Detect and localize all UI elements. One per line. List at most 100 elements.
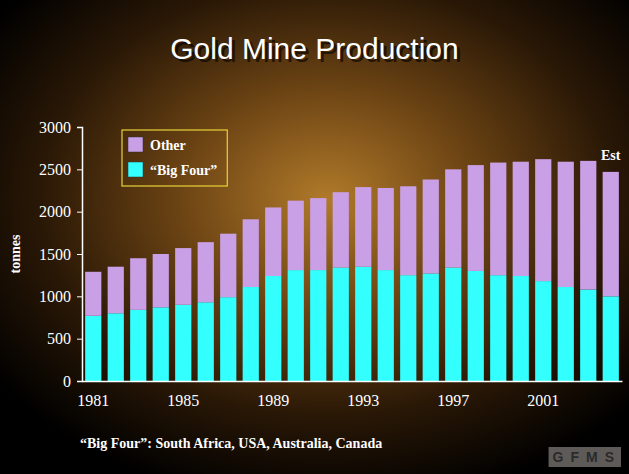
bar	[468, 271, 484, 381]
legend-label: Other	[150, 138, 186, 153]
source-logo-text: GFMS	[553, 449, 621, 465]
bar	[310, 198, 326, 270]
bar	[355, 267, 371, 381]
bar	[423, 179, 439, 273]
x-tick-label: 1989	[257, 392, 289, 409]
y-axis-line	[77, 128, 83, 382]
source-logo-box	[549, 447, 621, 467]
y-tick-mark	[77, 212, 82, 213]
x-tick-label: 2001	[527, 392, 559, 409]
x-tick: 1981	[77, 381, 109, 409]
bar	[490, 163, 506, 276]
y-tick-label: 2000	[39, 203, 71, 220]
bar	[175, 305, 191, 381]
bar	[108, 313, 124, 381]
y-tick-mark	[77, 381, 82, 382]
x-tick: 1997	[437, 381, 469, 409]
bar	[468, 165, 484, 271]
legend-box	[122, 130, 227, 186]
y-tick: 3000	[39, 119, 82, 136]
bar	[355, 187, 371, 267]
bar	[153, 307, 169, 381]
bar	[85, 316, 101, 381]
y-tick-mark	[77, 127, 82, 128]
y-tick-label: 500	[47, 330, 71, 347]
y-tick-mark	[77, 339, 82, 340]
y-tick: 2500	[39, 161, 82, 178]
y-tick: 1500	[39, 246, 82, 263]
x-tick-label: 1997	[437, 392, 469, 409]
legend-label: “Big Four”	[150, 163, 217, 178]
bar	[423, 273, 439, 381]
bar	[220, 297, 236, 381]
bar	[535, 159, 551, 281]
bar	[153, 254, 169, 307]
x-axis: 1981 1985 1989 1993 1997 2001	[77, 381, 622, 409]
x-tick: 1985	[167, 381, 199, 409]
bar	[580, 161, 596, 290]
series-1	[85, 159, 619, 316]
bar	[220, 234, 236, 298]
bar	[378, 188, 394, 270]
bar	[108, 267, 124, 314]
bar	[130, 258, 146, 310]
y-tick-label: 0	[63, 373, 71, 390]
bar	[490, 275, 506, 381]
bar	[198, 302, 214, 381]
bar	[445, 268, 461, 381]
x-tick-label: 1993	[347, 392, 379, 409]
bar	[513, 162, 529, 276]
bar	[288, 201, 304, 270]
footnote: “Big Four”: South Africa, USA, Australia…	[80, 436, 382, 451]
bar	[580, 290, 596, 381]
bar	[558, 287, 574, 381]
chart: Gold Mine ProductionGold Mine Production…	[0, 0, 629, 474]
y-tick: 1000	[39, 288, 82, 305]
bar	[535, 281, 551, 381]
annotation: Est	[601, 148, 621, 163]
bar	[400, 186, 416, 275]
y-tick-label: 2500	[39, 161, 71, 178]
bars	[85, 159, 619, 381]
bar	[378, 270, 394, 381]
bar	[513, 276, 529, 381]
y-tick-mark	[77, 169, 82, 170]
y-tick: 500	[47, 330, 82, 347]
bar	[558, 162, 574, 287]
bar	[445, 169, 461, 267]
bar	[175, 248, 191, 305]
bar	[603, 172, 619, 296]
x-tick-label: 1985	[167, 392, 199, 409]
bar	[265, 207, 281, 276]
legend-swatch	[128, 137, 143, 152]
y-axis: 0 500 1000 1500 2000 2500 3000	[39, 119, 83, 390]
y-tick-mark	[77, 296, 82, 297]
source-logo: GFMS	[549, 447, 621, 467]
bar	[265, 276, 281, 381]
bar	[603, 296, 619, 381]
y-tick: 2000	[39, 203, 82, 220]
bar	[288, 270, 304, 381]
x-tick: 2001	[527, 381, 559, 409]
legend-swatch	[128, 162, 143, 177]
bar	[333, 192, 349, 267]
legend: Other “Big Four”	[122, 130, 227, 186]
x-tick: 1989	[257, 381, 289, 409]
y-tick-mark	[77, 254, 82, 255]
y-tick-label: 1000	[39, 288, 71, 305]
bar	[333, 268, 349, 381]
bar	[130, 310, 146, 381]
x-tick: 1993	[347, 381, 379, 409]
bar	[310, 270, 326, 381]
bar	[198, 242, 214, 302]
y-axis-title: tonnes	[8, 234, 23, 273]
bar	[243, 287, 259, 381]
background	[0, 0, 629, 474]
title: Gold Mine Production	[170, 32, 459, 65]
x-tick-label: 1981	[77, 392, 109, 409]
x-axis-line	[83, 381, 623, 383]
bar	[400, 275, 416, 381]
y-tick: 0	[63, 373, 82, 390]
bar	[243, 219, 259, 287]
bar	[85, 272, 101, 316]
